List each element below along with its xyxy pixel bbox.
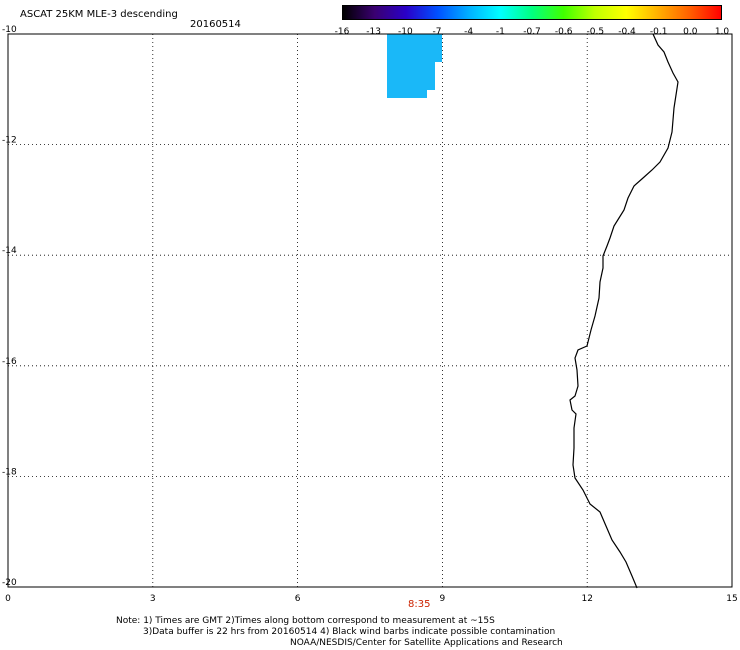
lon-tick-label: 0 <box>5 594 11 604</box>
plot-frame <box>7 33 733 588</box>
colorbar-tick-label: -13 <box>366 27 382 37</box>
lon-tick-label: 15 <box>726 594 737 604</box>
colorbar-tick-label: 0.0 <box>683 27 698 37</box>
lat-tick-label: -20 <box>2 578 17 588</box>
footnote-line-3: NOAA/NESDIS/Center for Satellite Applica… <box>290 638 563 648</box>
colorbar-tick-label: -4 <box>464 27 474 37</box>
lon-tick-label: 6 <box>295 594 301 604</box>
colorbar-tick-label: -1 <box>495 27 505 37</box>
colorbar <box>342 5 722 20</box>
lon-tick-label: 9 <box>440 594 446 604</box>
colorbar-tick-label: -0.7 <box>523 27 541 37</box>
footnote-line-2: 3)Data buffer is 22 hrs from 20160514 4)… <box>143 627 556 637</box>
coastline <box>569 33 679 589</box>
colorbar-tick-label: 1.0 <box>714 27 730 37</box>
map-title: ASCAT 25KM MLE-3 descending <box>20 9 178 20</box>
lat-tick-label: -18 <box>2 467 17 477</box>
swath-time-label: 8:35 <box>408 599 431 610</box>
colorbar-tick-label: -0.1 <box>649 27 668 37</box>
colorbar-tick-label: -0.5 <box>586 27 605 37</box>
colorbar-tick-label: -10 <box>397 27 413 37</box>
lat-tick-label: -12 <box>2 136 17 146</box>
footnote-line-1: Note: 1) Times are GMT 2)Times along bot… <box>116 616 495 626</box>
ascat-swath-patch <box>387 34 442 98</box>
lat-tick-label: -14 <box>2 246 17 256</box>
lat-tick-label: -10 <box>2 25 17 35</box>
lat-tick-label: -16 <box>2 357 17 367</box>
axis-labels: 0 3 6 9 12 15 -10 -12 -14 -16 -18 -20 <box>2 25 738 604</box>
lon-tick-label: 12 <box>581 594 592 604</box>
map-grid <box>8 34 732 587</box>
map-date: 20160514 <box>190 19 241 30</box>
colorbar-tick-label: -0.6 <box>554 27 573 37</box>
colorbar-tick-label: -7 <box>432 27 442 37</box>
lon-tick-label: 3 <box>150 594 156 604</box>
colorbar-tick-label: -16 <box>334 27 350 37</box>
colorbar-tick-label: -0.4 <box>618 27 636 37</box>
